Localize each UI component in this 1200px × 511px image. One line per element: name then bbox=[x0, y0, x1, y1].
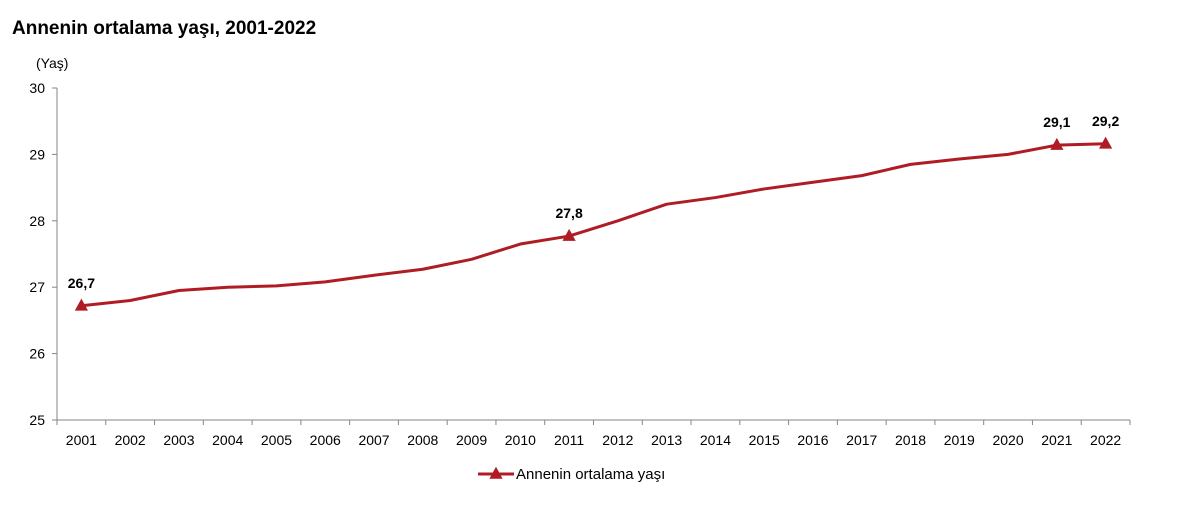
x-tick-label: 2009 bbox=[456, 432, 487, 448]
x-tick-label: 2008 bbox=[407, 432, 438, 448]
x-tick-label: 2010 bbox=[505, 432, 536, 448]
data-label: 26,7 bbox=[68, 275, 95, 291]
x-tick-label: 2006 bbox=[310, 432, 341, 448]
y-axis-unit-label: (Yaş) bbox=[36, 55, 68, 71]
y-tick-label: 26 bbox=[29, 346, 45, 362]
series-line bbox=[79, 142, 1108, 308]
x-tick-label: 2015 bbox=[749, 432, 780, 448]
y-tick-label: 28 bbox=[29, 213, 45, 229]
chart-title: Annenin ortalama yaşı, 2001-2022 bbox=[12, 18, 317, 39]
y-tick-label: 29 bbox=[29, 146, 45, 162]
data-point-marker bbox=[1050, 137, 1064, 150]
data-point-marker bbox=[1099, 136, 1113, 149]
series-group bbox=[74, 136, 1113, 311]
y-tick-label: 25 bbox=[29, 412, 45, 428]
data-point-marker bbox=[74, 298, 88, 311]
x-tick-label: 2004 bbox=[212, 432, 243, 448]
x-tick-label: 2002 bbox=[115, 432, 146, 448]
x-tick-label: 2022 bbox=[1090, 432, 1121, 448]
data-label: 29,2 bbox=[1092, 113, 1119, 129]
x-axis-ticks: 2001 2002 2003 2004 2005 2006 2007 2008 2009 2010… bbox=[56, 420, 1131, 448]
x-tick-label: 2003 bbox=[163, 432, 194, 448]
x-tick-label: 2001 bbox=[66, 432, 97, 448]
chart-axes: (Yaş) bbox=[36, 55, 1130, 421]
y-tick-label: 30 bbox=[29, 80, 45, 96]
x-tick-label: 2016 bbox=[797, 432, 828, 448]
x-tick-label: 2018 bbox=[895, 432, 926, 448]
x-tick-label: 2011 bbox=[554, 432, 584, 448]
y-tick-label: 27 bbox=[29, 279, 45, 295]
data-labels: 26,7 27,8 29,1 29,2 bbox=[68, 113, 1120, 291]
y-axis-ticks: 25 26 27 28 29 30 bbox=[29, 80, 57, 428]
data-point-marker bbox=[562, 228, 576, 241]
x-tick-label: 2021 bbox=[1041, 432, 1072, 448]
x-tick-label: 2019 bbox=[944, 432, 975, 448]
x-tick-label: 2017 bbox=[846, 432, 877, 448]
x-tick-label: 2012 bbox=[602, 432, 633, 448]
legend: Annenin ortalama yaşı bbox=[478, 466, 665, 483]
x-tick-label: 2020 bbox=[992, 432, 1023, 448]
x-tick-label: 2013 bbox=[651, 432, 682, 448]
x-tick-label: 2007 bbox=[358, 432, 389, 448]
data-label: 27,8 bbox=[555, 205, 582, 221]
legend-marker-icon bbox=[489, 466, 503, 479]
data-label: 29,1 bbox=[1043, 114, 1070, 130]
legend-label: Annenin ortalama yaşı bbox=[516, 466, 665, 483]
x-tick-label: 2014 bbox=[700, 432, 731, 448]
x-tick-label: 2005 bbox=[261, 432, 292, 448]
